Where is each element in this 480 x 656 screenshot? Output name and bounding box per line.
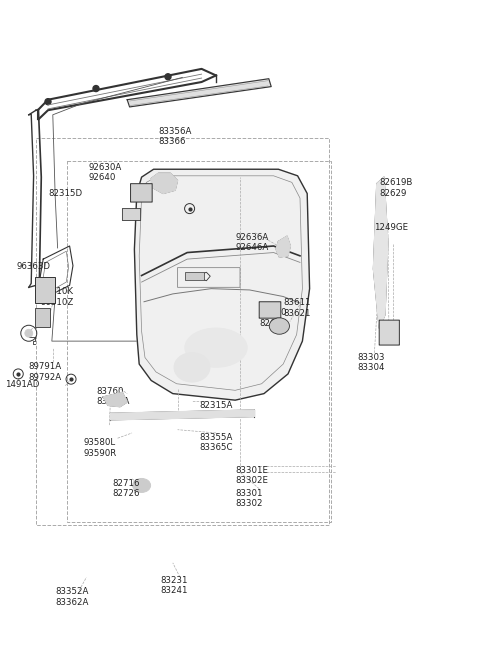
Ellipse shape — [174, 353, 210, 382]
Text: 83301E
83302E: 83301E 83302E — [235, 466, 268, 485]
Text: 83760
83750A: 83760 83750A — [96, 387, 130, 407]
Polygon shape — [151, 173, 178, 194]
Circle shape — [93, 85, 99, 92]
Polygon shape — [103, 392, 127, 407]
Ellipse shape — [132, 478, 151, 493]
Text: 1491AD: 1491AD — [5, 380, 39, 390]
Text: 83611
83621: 83611 83621 — [283, 298, 311, 318]
Text: 82716
82726: 82716 82726 — [113, 479, 140, 499]
Circle shape — [25, 329, 33, 337]
Bar — [35, 277, 55, 303]
Text: 92630A
92640: 92630A 92640 — [89, 163, 122, 182]
Text: 83352A
83362A: 83352A 83362A — [55, 587, 89, 607]
Bar — [35, 308, 50, 327]
FancyBboxPatch shape — [379, 320, 399, 345]
Text: 83303
83304: 83303 83304 — [358, 353, 385, 373]
Bar — [67, 161, 331, 522]
Polygon shape — [276, 236, 290, 257]
Bar — [36, 138, 329, 525]
FancyBboxPatch shape — [122, 209, 141, 220]
Text: 82619B
82629: 82619B 82629 — [379, 178, 413, 198]
FancyBboxPatch shape — [131, 184, 152, 202]
Text: 82315D: 82315D — [48, 189, 82, 198]
Text: 83355A
83365C: 83355A 83365C — [199, 433, 233, 453]
Polygon shape — [110, 410, 254, 420]
Text: 1249GE: 1249GE — [374, 223, 408, 232]
Polygon shape — [373, 177, 388, 328]
Text: 83231
83241: 83231 83241 — [161, 576, 188, 596]
Polygon shape — [134, 169, 310, 400]
Circle shape — [165, 73, 171, 80]
Text: 82315A: 82315A — [199, 401, 233, 411]
Text: 83356A
83366: 83356A 83366 — [158, 127, 192, 146]
Polygon shape — [127, 79, 271, 107]
Text: 92636A
92646A: 92636A 92646A — [235, 233, 268, 253]
Bar — [185, 272, 204, 280]
Text: 83301
83302: 83301 83302 — [235, 489, 263, 508]
Text: 82610
82620: 82610 82620 — [259, 308, 287, 328]
Ellipse shape — [185, 328, 247, 367]
FancyBboxPatch shape — [259, 302, 281, 318]
Ellipse shape — [269, 318, 289, 334]
Text: 96363D: 96363D — [17, 262, 51, 272]
Circle shape — [45, 98, 51, 105]
Text: 89791A
89792A: 89791A 89792A — [29, 362, 62, 382]
Text: 93580L
93590R: 93580L 93590R — [84, 438, 117, 458]
Text: 96310K
96310Z: 96310K 96310Z — [41, 287, 74, 307]
